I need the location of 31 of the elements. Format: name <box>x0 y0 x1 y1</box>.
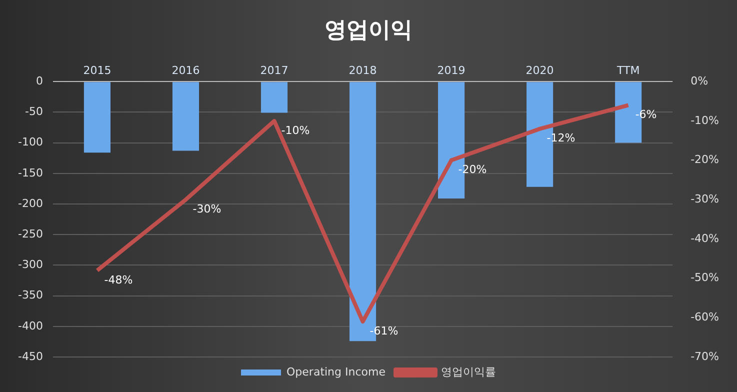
x-tick-label: 2016 <box>172 64 200 77</box>
y2-tick-label: -60% <box>690 310 720 324</box>
y2-tick-label: -70% <box>690 350 720 363</box>
legend-label: 영업이익률 <box>440 365 496 378</box>
y2-tick-label: -10% <box>690 114 720 127</box>
data-label: -10% <box>281 124 310 137</box>
y-tick-label: -150 <box>18 166 43 180</box>
y2-tick-label: 0% <box>690 74 708 88</box>
y-tick-label: -50 <box>24 105 43 118</box>
y2-tick-label: -20% <box>690 153 720 166</box>
legend-label: Operating Income <box>286 365 386 378</box>
y-tick-label: -300 <box>18 258 43 272</box>
y-tick-label: -200 <box>18 196 43 210</box>
x-tick-label: 2017 <box>260 64 288 77</box>
x-tick-label: 2019 <box>437 64 466 77</box>
x-tick-label: 2018 <box>348 64 377 77</box>
x-tick-label: 2020 <box>526 64 554 77</box>
data-label: -30% <box>192 202 222 216</box>
y2-tick-label: -50% <box>690 271 720 284</box>
y2-tick-label: -40% <box>690 232 720 245</box>
y-tick-label: 0 <box>36 74 43 88</box>
x-tick-label: TTM <box>616 64 640 77</box>
x-tick-label: 2015 <box>83 64 112 77</box>
y-tick-label: -350 <box>18 288 43 302</box>
y-tick-label: -100 <box>18 136 43 149</box>
y-tick-label: -400 <box>18 319 43 332</box>
data-label: -48% <box>104 273 133 286</box>
y2-tick-label: -30% <box>690 192 720 206</box>
y-tick-label: -450 <box>18 350 43 363</box>
chart-title: 영업이익 <box>324 18 412 43</box>
y-tick-label: -250 <box>18 227 43 240</box>
